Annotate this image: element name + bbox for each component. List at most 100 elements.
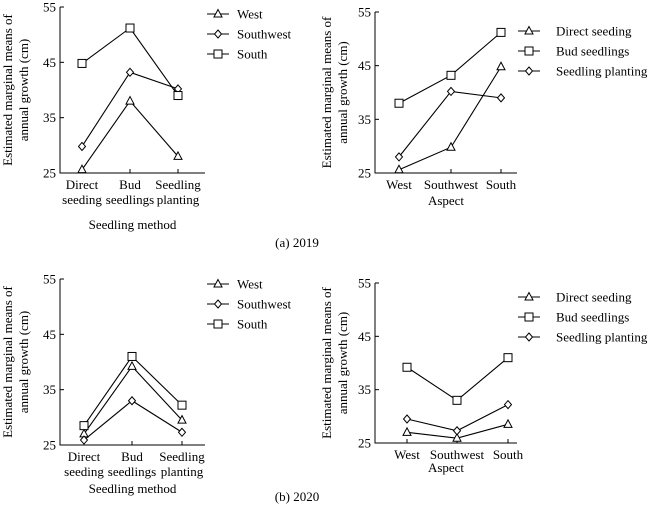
series-line <box>83 400 183 441</box>
y-tick-label: 35 <box>43 110 56 125</box>
y-axis-title: Estimated marginal means of <box>0 285 15 437</box>
legend-marker <box>213 29 223 39</box>
legend-marker <box>524 332 534 342</box>
legend-marker <box>213 278 223 288</box>
data-point <box>402 426 412 436</box>
data-point <box>127 395 137 406</box>
data-point <box>77 164 87 174</box>
legend-label: Seedling planting <box>556 64 648 79</box>
legend-label: Direct seeding <box>556 290 632 305</box>
x-tick-label: West <box>386 177 412 192</box>
x-tick-label: Seedling planting <box>155 177 201 207</box>
y-axis-title-line2: annual growth (cm) <box>16 311 31 414</box>
legend-label: West <box>237 277 263 292</box>
legend-label: Bud seedlings <box>556 44 629 59</box>
y-axis-title-line2: annual growth (cm) <box>16 39 31 142</box>
y-axis-title-line2: annual growth (cm) <box>335 312 350 415</box>
x-tick-label: Bud seedlings <box>108 449 156 479</box>
series-line <box>81 100 179 170</box>
data-point <box>503 399 513 410</box>
y-tick-label: 45 <box>43 327 56 342</box>
axes <box>374 283 517 444</box>
data-point <box>77 58 87 68</box>
data-point <box>394 152 404 162</box>
data-point <box>452 425 462 436</box>
legend-label: Southwest <box>237 27 292 42</box>
y-tick-label: 45 <box>43 55 56 70</box>
x-tick-label: South <box>486 177 517 192</box>
x-axis-title: Aspect <box>428 460 464 475</box>
data-point <box>394 164 404 174</box>
legend-marker <box>524 312 534 322</box>
y-tick-label: 25 <box>358 436 371 451</box>
data-point <box>173 91 183 101</box>
legend-label: Southwest <box>237 297 292 312</box>
data-point <box>394 98 404 108</box>
y-tick-label: 55 <box>43 0 56 15</box>
y-axis-title-line2: annual growth (cm) <box>335 41 350 144</box>
y-tick-label: 25 <box>43 438 56 453</box>
y-tick-label: 35 <box>358 382 371 397</box>
caption-2020: (b) 2020 <box>275 489 319 504</box>
legend-label: South <box>237 47 268 62</box>
series-line <box>81 71 179 147</box>
y-tick-label: 35 <box>43 382 56 397</box>
y-tick-label: 55 <box>358 276 371 291</box>
legend-marker <box>213 8 223 18</box>
x-tick-label: Seedling planting <box>159 449 205 479</box>
series-line <box>398 66 502 171</box>
data-point <box>496 93 506 103</box>
data-point <box>177 414 187 424</box>
legend-marker <box>213 49 223 59</box>
y-tick-label: 35 <box>358 112 371 127</box>
chart-2020-aspect: 25 35 45 55 West Southwest South Aspect Estimate… <box>319 276 648 476</box>
legend-label: Bud seedlings <box>556 310 629 325</box>
x-tick-label: Bud seedlings <box>106 177 154 207</box>
y-tick-label: 45 <box>358 329 371 344</box>
x-tick-label: South <box>493 447 524 462</box>
y-tick-label: 25 <box>358 166 371 181</box>
data-point <box>173 150 183 160</box>
x-tick-label: Direct seeding <box>64 449 104 479</box>
data-point <box>125 67 135 78</box>
data-point <box>79 421 89 431</box>
data-point <box>496 61 506 71</box>
legend-marker <box>524 25 534 35</box>
caption-2019: (a) 2019 <box>275 235 319 250</box>
data-point <box>77 141 87 152</box>
y-tick-label: 25 <box>43 166 56 181</box>
data-point <box>503 353 513 363</box>
y-tick-label: 55 <box>43 272 56 287</box>
legend-label: West <box>237 7 263 22</box>
legend-marker <box>524 46 534 56</box>
data-point <box>127 360 137 370</box>
y-axis-title: Estimated marginal means of <box>319 16 334 168</box>
data-point <box>503 418 513 428</box>
x-axis-title: Aspect <box>428 193 464 208</box>
legend-marker <box>524 291 534 301</box>
x-axis-title: Seedling method <box>89 481 177 496</box>
data-point <box>79 435 89 445</box>
data-point <box>402 362 412 372</box>
data-point <box>446 70 456 80</box>
x-axis-title: Seedling method <box>89 217 177 232</box>
y-axis-title: Estimated marginal means of <box>319 286 334 438</box>
series-line <box>81 27 179 96</box>
data-point <box>125 23 135 33</box>
x-tick-label: Southwest <box>424 177 479 192</box>
data-point <box>125 95 135 105</box>
legend-label: Seedling planting <box>556 330 648 345</box>
legend-label: Direct seeding <box>556 24 632 39</box>
legend-marker <box>213 319 223 329</box>
y-tick-label: 45 <box>358 58 371 73</box>
data-point <box>452 395 462 405</box>
chart-2019-aspect: 25 35 45 55 West Southwest South Aspect Estimate… <box>319 5 648 209</box>
data-point <box>452 432 462 442</box>
y-tick-label: 55 <box>358 5 371 20</box>
data-point <box>496 27 506 37</box>
y-axis-title: Estimated marginal means of <box>0 13 15 165</box>
data-point <box>177 400 187 410</box>
